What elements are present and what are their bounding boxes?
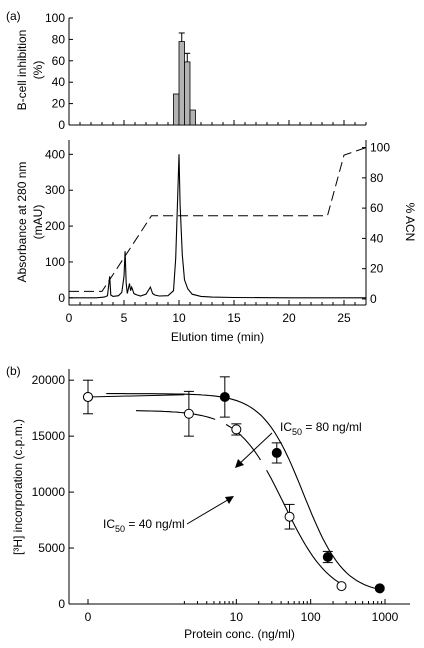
- x-tick-label: 20: [282, 311, 296, 325]
- y2-tick-label: 40: [370, 231, 384, 245]
- data-point-open: [83, 391, 93, 402]
- annotation-arrow-head: [225, 496, 234, 504]
- y2-tick-label: 60: [370, 201, 384, 215]
- y-tick-label: 0: [58, 118, 65, 132]
- y2-tick-label: 100: [370, 141, 390, 155]
- y-tick-label: 0: [58, 291, 65, 305]
- y-tick-label: 40: [52, 75, 66, 89]
- x-axis-label: Protein conc. (ng/ml): [184, 627, 295, 641]
- y-tick-label: 15000: [32, 429, 66, 443]
- fit-curve-filled: [106, 393, 382, 591]
- annotation-arrow-line: [236, 432, 273, 467]
- y-tick-label: 400: [45, 147, 65, 161]
- annotation-arrow-line: [186, 497, 232, 525]
- panel-a-chromatogram: 0 100 200 300 400 0 20 40 60 80 100 0 5 10 15 20 25 Absor…: [15, 140, 417, 344]
- x-axis-label: Elution time (min): [171, 330, 264, 344]
- annotation-arrow-head: [235, 459, 244, 468]
- fit-curve-open: [136, 410, 345, 586]
- y-tick-label: 20: [52, 97, 66, 111]
- ic50-annotation-open: IC50 = 40 ng/ml: [103, 517, 185, 534]
- ic50-annotation-filled: IC50 = 80 ng/ml: [280, 420, 362, 437]
- x-tick-label: 0: [85, 610, 92, 624]
- y-tick-label: 5000: [38, 541, 65, 555]
- x-tick-label: 0: [66, 311, 73, 325]
- data-point-open: [336, 581, 347, 592]
- y2-tick-label: 80: [370, 171, 384, 185]
- panel-a-bar-chart: 0 20 40 60 80 100 B-cell inhibition (%): [15, 11, 367, 132]
- data-point-filled: [271, 447, 282, 458]
- bar: [184, 61, 191, 126]
- y-tick-label: 20000: [32, 373, 66, 387]
- y2-axis-label: % ACN: [403, 203, 417, 242]
- y-axis-label: Absorbance at 280 nm: [15, 162, 29, 283]
- bar: [189, 109, 196, 126]
- bar: [173, 93, 180, 126]
- fit-curve-start: [87, 394, 185, 398]
- panel-a-letter: (a): [6, 9, 21, 23]
- y-tick-label: 200: [45, 219, 65, 233]
- x-tick-label: 15: [227, 311, 241, 325]
- x-tick-label: 25: [337, 311, 351, 325]
- y-axis-label-unit: (%): [31, 61, 45, 80]
- data-point-filled: [219, 391, 230, 402]
- y-axis-label-unit: (mAU): [31, 205, 45, 240]
- panel-b-dose-response: 0 5000 10000 15000 20000 0 10 100 1000 Protein co…: [11, 369, 410, 641]
- x-tick-label: 1000: [372, 610, 399, 624]
- data-point-filled: [322, 552, 333, 562]
- y-tick-label: 10000: [32, 485, 66, 499]
- y-axis-label: B-cell inhibition: [15, 30, 29, 111]
- y-tick-label: 0: [58, 597, 65, 611]
- y-tick-label: 60: [52, 54, 66, 68]
- data-point-filled: [374, 583, 385, 594]
- data-point-open: [183, 408, 194, 419]
- x-tick-label: 5: [121, 311, 128, 325]
- x-tick-label: 100: [301, 610, 321, 624]
- y-tick-label: 300: [45, 183, 65, 197]
- y-tick-label: 100: [45, 11, 65, 25]
- panel-b-letter: (b): [6, 364, 21, 378]
- y2-tick-label: 0: [370, 292, 377, 306]
- y-axis-label: [³H] incorporation (c.p.m.): [11, 419, 25, 555]
- bar: [178, 41, 185, 126]
- y2-tick-label: 20: [370, 262, 384, 276]
- x-tick-label: 10: [230, 610, 244, 624]
- data-point-open: [231, 424, 242, 435]
- absorbance-trace: [69, 154, 366, 299]
- y-tick-label: 80: [52, 32, 66, 46]
- data-point-open: [284, 511, 295, 522]
- x-tick-label: 10: [172, 311, 186, 325]
- y-tick-label: 100: [45, 255, 65, 269]
- acn-gradient-line: [69, 147, 367, 292]
